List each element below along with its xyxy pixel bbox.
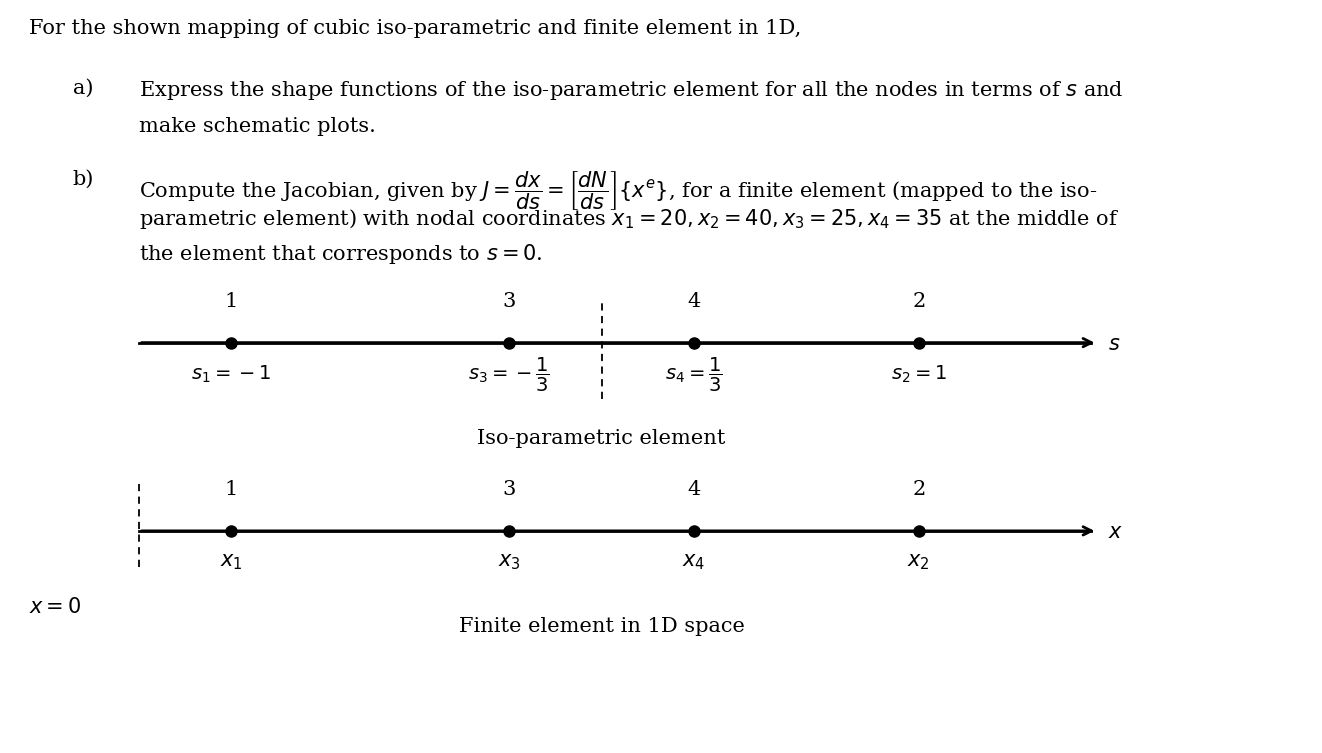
Text: Finite element in 1D space: Finite element in 1D space [459, 617, 744, 636]
Text: 4: 4 [687, 292, 701, 311]
Text: 4: 4 [687, 480, 701, 499]
Text: Express the shape functions of the iso-parametric element for all the nodes in t: Express the shape functions of the iso-p… [139, 79, 1124, 102]
Text: Compute the Jacobian, given by $J = \dfrac{dx}{ds} = \left[\dfrac{dN}{ds}\right]: Compute the Jacobian, given by $J = \dfr… [139, 169, 1097, 212]
Text: $x = 0$: $x = 0$ [29, 597, 82, 617]
Text: 1: 1 [225, 292, 238, 311]
Text: $s_4 = \dfrac{1}{3}$: $s_4 = \dfrac{1}{3}$ [665, 356, 723, 395]
Text: 3: 3 [502, 480, 516, 499]
Text: parametric element) with nodal coordinates $x_1 = 20, x_2 = 40, x_3 = 25, x_4 = : parametric element) with nodal coordinat… [139, 207, 1118, 231]
Text: For the shown mapping of cubic iso-parametric and finite element in 1D,: For the shown mapping of cubic iso-param… [29, 19, 801, 38]
Text: 1: 1 [225, 480, 238, 499]
Text: $s_1 = -1$: $s_1 = -1$ [192, 364, 271, 385]
Text: $s_2 = 1$: $s_2 = 1$ [891, 364, 947, 385]
Text: make schematic plots.: make schematic plots. [139, 117, 375, 136]
Text: 2: 2 [912, 480, 925, 499]
Text: $x$: $x$ [1108, 523, 1122, 542]
Text: 3: 3 [502, 292, 516, 311]
Text: $s_3 = -\dfrac{1}{3}$: $s_3 = -\dfrac{1}{3}$ [468, 356, 550, 395]
Text: Iso-parametric element: Iso-parametric element [477, 429, 726, 448]
Text: $x_2$: $x_2$ [907, 552, 931, 572]
Text: the element that corresponds to $s = 0$.: the element that corresponds to $s = 0$. [139, 242, 542, 267]
Text: $x_4$: $x_4$ [682, 552, 706, 572]
Text: $x_3$: $x_3$ [497, 552, 521, 572]
Text: a): a) [73, 79, 94, 98]
Text: $s$: $s$ [1108, 334, 1120, 354]
Text: $x_1$: $x_1$ [219, 552, 243, 572]
Text: b): b) [73, 169, 94, 188]
Text: 2: 2 [912, 292, 925, 311]
